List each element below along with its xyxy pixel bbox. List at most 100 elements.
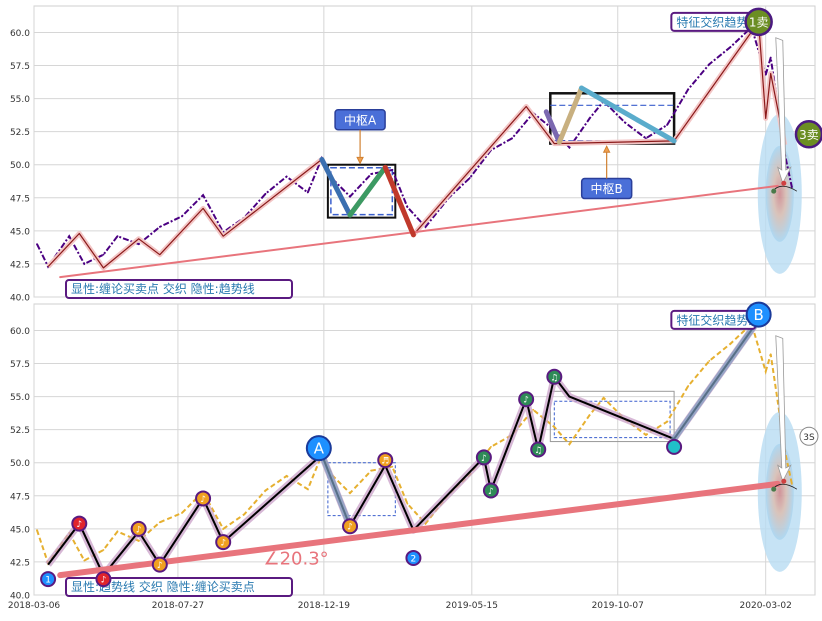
pivot-b-stroke-1 [543, 109, 562, 145]
price-point [349, 492, 351, 495]
price-point [687, 88, 690, 91]
price-point [370, 173, 373, 175]
price-point [490, 445, 492, 448]
sell-marker-label: 3S [803, 433, 815, 443]
angle-label: ∠20.3° [263, 549, 328, 570]
trend-line [57, 480, 781, 579]
price-point [769, 353, 772, 356]
price-point [790, 482, 793, 485]
end-dot [781, 180, 787, 186]
price-point [708, 63, 711, 66]
price-point [406, 206, 409, 208]
pivot-b-stroke-3 [579, 85, 677, 144]
price-point [666, 124, 668, 126]
price-point [285, 175, 288, 178]
price-point [222, 527, 225, 530]
price-point [406, 502, 409, 505]
price-point [790, 186, 793, 189]
point-marker-label: ♫ [550, 373, 558, 383]
price-point [391, 465, 394, 468]
price-point [36, 243, 38, 245]
price-point [553, 426, 556, 428]
stage-marker-label: B [753, 306, 763, 324]
y-tick-label: 52.5 [10, 128, 30, 138]
point-marker-label: ♪ [200, 495, 206, 505]
y-tick-label: 60.0 [10, 327, 30, 337]
point-marker [518, 391, 535, 408]
sell-point-badge [744, 7, 773, 37]
price-point [764, 73, 767, 76]
stage-marker [745, 301, 772, 328]
price-point [137, 243, 140, 245]
price-point [264, 489, 267, 492]
price-point [468, 177, 471, 179]
y-tick-label: 57.5 [10, 62, 30, 72]
point-marker [71, 515, 88, 532]
pivot-b-stroke-2 [556, 85, 585, 145]
y-tick-label: 45.0 [10, 227, 30, 237]
price-point [83, 263, 86, 265]
pivot-box-inner [330, 166, 394, 216]
y-tick-label: 40.0 [10, 294, 30, 304]
price-point [102, 549, 105, 551]
point-marker-label: ♪ [523, 396, 529, 406]
point-marker-label: ♪ [101, 576, 107, 586]
pivot-box [549, 390, 675, 443]
sell-point-label: 3卖 [799, 128, 819, 142]
point-marker [342, 518, 359, 535]
price-point [532, 408, 535, 411]
y-tick-label: 45.0 [10, 525, 30, 535]
halo-inner [765, 145, 794, 242]
x-tick-label: 2018-03-06 [8, 601, 61, 611]
price-point [776, 400, 779, 403]
point-marker [546, 368, 563, 385]
price-point [181, 512, 183, 514]
halo-inner [765, 443, 794, 540]
legend-text: 显性:缠论买卖点 交织 隐性:趋势线 [71, 281, 255, 296]
x-tick-label: 2019-05-15 [446, 601, 498, 611]
y-tick-label: 55.0 [10, 95, 30, 105]
arrowhead-icon [356, 156, 364, 165]
pivot-a-stroke-2 [347, 164, 388, 218]
pivot-a-stroke-1 [319, 156, 353, 218]
point-marker [215, 534, 232, 551]
price-point [623, 121, 626, 124]
y-tick-label: 42.5 [10, 558, 30, 568]
legend-text: 显性:趋势线 交织 隐性:缠论买卖点 [71, 579, 255, 594]
point-marker-label: 2 [411, 554, 417, 564]
price-point [645, 434, 647, 436]
price-point [568, 443, 571, 446]
price-point [68, 235, 71, 238]
point-marker-label: ♪ [136, 525, 142, 535]
point-marker [530, 441, 547, 458]
x-tick-label: 2018-12-19 [298, 601, 351, 611]
point-marker-label: ♪ [157, 561, 163, 571]
point-marker-label: 1 [45, 576, 51, 586]
price-point [729, 342, 732, 345]
y-tick-label: 55.0 [10, 393, 30, 403]
end-dot [771, 188, 777, 194]
point-marker-label: ♬ [381, 457, 389, 467]
point-marker [405, 549, 422, 566]
x-tick-label: 2019-10-07 [592, 601, 644, 611]
price-point [36, 529, 38, 532]
price-point [687, 385, 690, 387]
price-point [424, 225, 427, 228]
sell-point-label: 1卖 [749, 15, 769, 29]
price-point [306, 191, 309, 194]
point-marker-label: ♪ [347, 523, 353, 533]
price-point [181, 215, 183, 218]
point-marker [377, 452, 394, 469]
sell-marker [799, 426, 819, 446]
point-marker-label: ♫ [534, 446, 542, 456]
y-tick-label: 57.5 [10, 360, 30, 370]
point-marker-label: ♪ [488, 487, 494, 497]
price-point [83, 559, 86, 562]
pivot-label: 中枢A [344, 112, 377, 127]
stage-marker-label: A [314, 440, 325, 458]
price-point [243, 513, 246, 516]
price-point [391, 169, 394, 171]
price-point [764, 370, 767, 373]
y-tick-label: 50.0 [10, 161, 30, 171]
